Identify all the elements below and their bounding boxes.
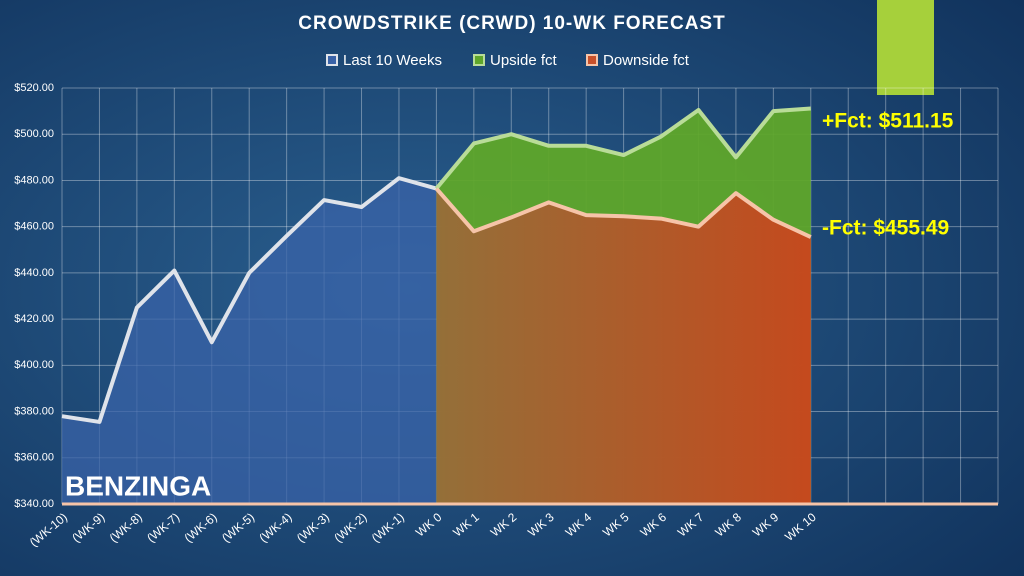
y-tick-label: $480.00 [14,174,54,186]
annotation: BENZINGA [65,470,211,501]
series-line [61,176,437,424]
y-tick-label: $400.00 [14,359,54,371]
y-tick-label: $520.00 [14,82,54,94]
legend-label: Last 10 Weeks [343,52,442,69]
y-tick-label: $500.00 [14,128,54,140]
legend-label: Upside fct [490,52,558,69]
y-tick-label: $380.00 [14,405,54,417]
y-tick-label: $340.00 [14,498,54,510]
area-fill [62,178,437,504]
legend-swatch [473,54,485,66]
decor-block [877,0,934,95]
y-tick-label: $460.00 [14,221,54,233]
annotation: +Fct: $511.15 [822,110,954,133]
y-tick-label: $420.00 [14,313,54,325]
chart-title: CROWDSTRIKE (CRWD) 10-WK FORECAST [298,13,725,34]
y-tick-label: $440.00 [14,267,54,279]
annotation: -Fct: $455.49 [822,217,949,240]
legend-label: Downside fct [603,52,690,69]
area-fill [436,188,811,505]
legend-swatch [326,54,338,66]
series-line [434,106,811,190]
legend-swatch [586,54,598,66]
y-tick-label: $360.00 [14,452,54,464]
series-line [434,187,812,239]
